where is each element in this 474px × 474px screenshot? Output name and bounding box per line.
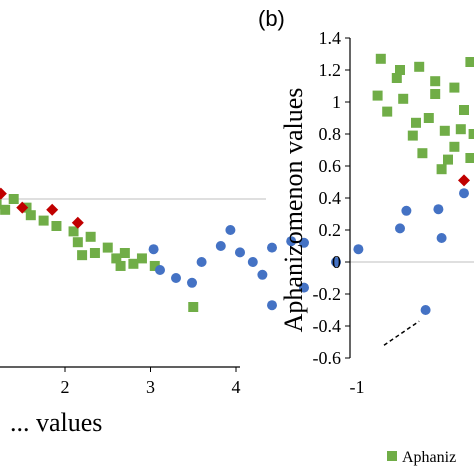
panel-b-point-green-19 (468, 129, 474, 139)
panel-b-point-blue-5 (215, 241, 226, 251)
panel-a-point-red-10 (46, 203, 59, 216)
panel-b-point-green-14 (455, 124, 466, 135)
panel-a-point-red-9 (16, 201, 29, 214)
panel-b-label: (b) (258, 6, 285, 31)
panel-a-plot: 2 3 4 ... values (0, 187, 266, 437)
panel-a-point-green-29 (136, 253, 147, 264)
panel-b-point-blue-10 (286, 236, 297, 247)
panel-a-point-green-20 (51, 221, 62, 231)
panel-b-point-green-11 (443, 154, 453, 165)
panel-b-point-blue-22 (436, 233, 447, 243)
panel-b-point-blue-1 (171, 273, 181, 283)
legend-swatch-green (387, 451, 397, 461)
panel-b-plot: (b) 1.41.210.80.60.40.20-0.2-0.4-0.6 -1 … (148, 6, 474, 466)
panel-b-point-blue-11 (299, 237, 309, 248)
panel-b-point-blue-3 (187, 277, 197, 288)
panel-b-point-green-0 (375, 53, 386, 64)
panel-b-point-green-10 (449, 141, 460, 152)
panel-a-x-ticks: 2 3 4 (61, 367, 241, 397)
panel-b-point-green-12 (430, 89, 441, 99)
panel-b-point-blue-17 (395, 223, 405, 234)
panel-a-x-tick-label-4: 4 (232, 377, 241, 397)
panel-b-point-blue-13 (267, 300, 277, 311)
panel-b-point-blue-4 (196, 257, 207, 267)
panel-b-point-green-5 (398, 93, 409, 104)
panel-b-point-blue-16 (353, 244, 364, 255)
panel-b-y-tick-label-1: 1 (332, 92, 341, 112)
panel-a-point-green-22 (72, 237, 83, 248)
panel-b-point-blue-15 (331, 257, 341, 267)
panel-b-point-blue-14 (299, 282, 309, 293)
panel-b-point-green-22 (465, 57, 474, 67)
panel-a-point-red-8 (0, 187, 7, 200)
panel-b-point-green-15 (465, 153, 474, 163)
panel-a-point-green-31 (188, 302, 199, 312)
panel-a-point-green-19 (38, 215, 49, 226)
panel-b-point-green-7 (423, 113, 434, 123)
panel-a-point-green-32 (77, 250, 88, 261)
panel-b-point-green-6 (382, 106, 393, 117)
panel-b-point-green-21 (449, 82, 460, 93)
panel-b-point-blue-7 (247, 257, 258, 267)
panel-b-point-blue-0 (155, 265, 165, 275)
panel-a-point-red-11 (71, 216, 84, 229)
panel-b-y-tick-label-0.8: 0.8 (319, 124, 342, 144)
panel-b-y-tick-label-0.6: 0.6 (319, 156, 342, 176)
panel-b-y-tick-label-1.2: 1.2 (319, 60, 342, 80)
panel-a-point-green-27 (119, 248, 130, 258)
panel-b-point-blue-6 (235, 247, 245, 258)
panel-b-point-blue-9 (267, 242, 277, 253)
panel-b-point-red-0 (458, 174, 470, 187)
panel-b-point-green-2 (372, 90, 383, 101)
panel-b-point-green-20 (395, 65, 405, 75)
panel-b-point-blue-8 (257, 269, 268, 280)
panel-b-y-tick-label-0.2: 0.2 (319, 220, 342, 240)
panel-a-point-green-25 (102, 242, 113, 253)
panel-a-point-green-26 (111, 253, 122, 264)
panel-a-point-green-18 (25, 210, 36, 221)
panel-b-point-green-23 (411, 117, 421, 128)
panel-a-point-green-28 (128, 258, 139, 269)
panel-b-point-green-4 (430, 76, 441, 87)
panel-a-points (0, 187, 199, 312)
panel-b-point-green-9 (407, 130, 418, 141)
panel-b-point-blue-12 (225, 225, 236, 235)
panel-b-point-blue-19 (459, 188, 469, 199)
panel-b-y-ticks: 1.4 1.2 1 0.8 0.6 0.4 0.2 0 -0.2 -0.4 -0.6 (313, 28, 350, 368)
panel-b-y-tick-label-0.4: 0.4 (319, 188, 342, 208)
panel-b-x-ticks: -1 (350, 377, 365, 397)
panel-a-point-green-21 (68, 226, 79, 237)
panel-a-x-tick-label-3: 3 (146, 377, 155, 397)
panel-a-point-green-23 (85, 231, 96, 242)
panel-b-point-blue-18 (433, 204, 444, 215)
panel-b-point-green-3 (414, 61, 425, 72)
panel-a-point-green-24 (89, 248, 100, 258)
panel-b-y-tick-label--0.4: -0.4 (313, 316, 342, 336)
panel-b-point-blue-2 (148, 244, 159, 255)
panel-b-reference-line (383, 320, 420, 346)
panel-b-y-tick-label--0.2: -0.2 (313, 284, 342, 304)
panel-b-point-green-18 (436, 164, 447, 175)
panel-a-x-tick-label-2: 2 (61, 377, 70, 397)
panel-a-point-green-30 (149, 260, 160, 271)
panel-b-y-tick-label--0.6: -0.6 (313, 348, 342, 368)
panel-b-y-axis-label: Aphanizomenon values (279, 88, 308, 333)
legend-label: Aphaniz (402, 449, 456, 466)
panel-b-point-blue-21 (420, 305, 431, 315)
panel-a-point-green-14 (0, 199, 2, 210)
panel-b-point-green-1 (391, 73, 402, 83)
panel-a-point-green-16 (8, 194, 19, 204)
panel-b-y-tick-label-0: 0 (332, 252, 341, 272)
panel-b-point-green-8 (439, 125, 450, 136)
panel-b-point-blue-20 (401, 205, 412, 216)
panel-b-point-green-17 (417, 148, 428, 159)
panel-a-x-axis-label: ... values (10, 408, 102, 437)
panel-b-points (148, 53, 474, 315)
panel-b-point-green-13 (459, 105, 469, 115)
panel-a-point-green-15 (0, 204, 11, 215)
panel-b-y-tick-label-1.4: 1.4 (319, 28, 342, 48)
panel-a-point-green-33 (115, 260, 126, 271)
panel-b-x-tick-label--1: -1 (350, 377, 365, 397)
